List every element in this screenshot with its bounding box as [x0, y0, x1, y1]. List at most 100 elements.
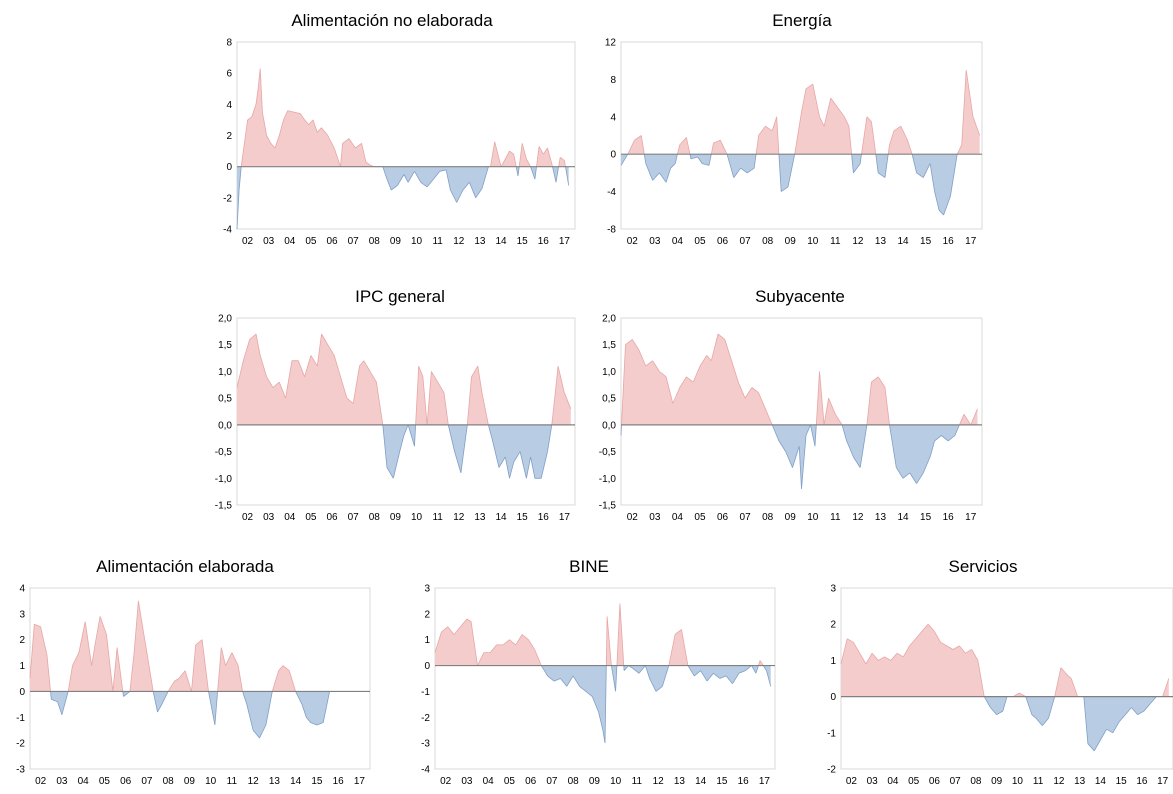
x-tick-label-bine: 15 [716, 776, 728, 787]
x-tick-label-energia: 10 [807, 236, 819, 247]
positive-area-ipc-general [237, 334, 571, 425]
positive-area-alimentacion-no-elaborada [241, 68, 566, 167]
positive-line-ipc-general [236, 333, 572, 425]
x-tick-label-bine: 11 [632, 776, 643, 787]
x-tick-label-alimentacion-no-elaborada: 10 [411, 236, 423, 247]
y-tick-label-alimentacion-elaborada: -2 [16, 739, 25, 750]
x-tick-label-alimentacion-no-elaborada: 06 [327, 236, 339, 247]
negative-line-energia [620, 153, 958, 216]
x-tick-label-bine: 12 [653, 776, 665, 787]
x-tick-label-servicios: 03 [867, 776, 879, 787]
y-tick-label-servicios: -2 [827, 765, 836, 776]
x-tick-label-bine: 14 [695, 776, 707, 787]
x-tick-label-ipc-general: 16 [538, 512, 550, 523]
chart-ipc-general: IPC general -1,5 -1,0 -0,5 0,0 0,5 1,0 1,5 2,0 02… [215, 287, 576, 523]
y-tick-label-servicios: 1 [830, 656, 836, 667]
negative-area-subyacente [621, 424, 960, 489]
x-tick-label-subyacente: 07 [740, 512, 752, 523]
x-tick-label-ipc-general: 08 [369, 512, 381, 523]
y-tick-label-ipc-general: 1,5 [218, 340, 232, 351]
x-tick-label-alimentacion-no-elaborada: 04 [284, 236, 296, 247]
x-tick-label-alimentacion-no-elaborada: 08 [369, 236, 381, 247]
y-tick-label-alimentacion-no-elaborada: 0 [226, 162, 232, 173]
x-tick-label-energia: 15 [920, 236, 932, 247]
y-tick-label-ipc-general: 0,0 [218, 420, 232, 431]
x-tick-label-alimentacion-elaborada: 13 [269, 776, 281, 787]
y-tick-label-energia: 8 [610, 75, 616, 86]
positive-area-subyacente [621, 334, 978, 425]
x-tick-label-servicios: 11 [1033, 776, 1044, 787]
negative-area-servicios [984, 696, 1157, 751]
plot-frame-energia [620, 41, 983, 230]
x-tick-label-alimentacion-no-elaborada: 05 [305, 236, 317, 247]
x-tick-label-ipc-general: 15 [517, 512, 529, 523]
x-tick-label-alimentacion-elaborada: 06 [120, 776, 132, 787]
x-tick-label-servicios: 05 [908, 776, 920, 787]
y-tick-label-alimentacion-no-elaborada: 2 [226, 131, 232, 142]
x-tick-label-alimentacion-elaborada: 09 [184, 776, 196, 787]
negative-line-alimentacion-no-elaborada [236, 166, 570, 230]
y-tick-label-bine: 2 [424, 609, 430, 620]
chart-title-alimentacion-elaborada: Alimentación elaborada [96, 557, 274, 576]
plot-frame-alimentacion-no-elaborada [236, 41, 576, 230]
y-tick-label-ipc-general: -1,5 [215, 501, 233, 512]
y-tick-label-bine: 0 [424, 661, 430, 672]
x-tick-label-energia: 11 [830, 236, 841, 247]
x-tick-label-ipc-general: 03 [263, 512, 275, 523]
negative-line-bine [540, 665, 772, 744]
x-tick-label-servicios: 15 [1116, 776, 1128, 787]
x-tick-label-subyacente: 14 [897, 512, 909, 523]
y-tick-label-ipc-general: 2,0 [218, 314, 232, 325]
positive-line-servicios [840, 623, 1170, 697]
x-tick-label-subyacente: 09 [785, 512, 797, 523]
y-tick-label-bine: 1 [424, 635, 430, 646]
positive-area-alimentacion-elaborada [30, 600, 366, 692]
x-tick-label-alimentacion-elaborada: 02 [35, 776, 47, 787]
x-tick-label-energia: 04 [672, 236, 684, 247]
x-tick-label-energia: 17 [965, 236, 977, 247]
x-tick-label-energia: 08 [762, 236, 774, 247]
x-tick-label-subyacente: 06 [717, 512, 729, 523]
y-tick-label-alimentacion-no-elaborada: 8 [226, 38, 232, 49]
y-tick-label-bine: -1 [421, 687, 430, 698]
x-tick-label-alimentacion-no-elaborada: 09 [390, 236, 402, 247]
x-tick-label-alimentacion-elaborada: 11 [227, 776, 238, 787]
y-tick-label-alimentacion-no-elaborada: -2 [223, 193, 232, 204]
x-tick-label-alimentacion-no-elaborada: 02 [242, 236, 254, 247]
positive-line-alimentacion-no-elaborada [240, 68, 566, 168]
x-tick-label-subyacente: 04 [672, 512, 684, 523]
x-tick-label-servicios: 06 [929, 776, 941, 787]
x-tick-label-servicios: 17 [1157, 776, 1169, 787]
x-tick-label-servicios: 02 [846, 776, 858, 787]
plot-frame-bine [434, 587, 776, 770]
x-tick-label-energia: 05 [694, 236, 706, 247]
positive-area-bine [435, 603, 764, 666]
y-tick-label-subyacente: 0,0 [602, 420, 616, 431]
x-tick-label-alimentacion-elaborada: 12 [248, 776, 260, 787]
x-tick-label-alimentacion-elaborada: 05 [99, 776, 111, 787]
x-tick-label-alimentacion-elaborada: 03 [56, 776, 68, 787]
x-tick-label-ipc-general: 06 [327, 512, 339, 523]
y-tick-label-energia: -4 [607, 187, 616, 198]
x-tick-label-ipc-general: 12 [453, 512, 465, 523]
x-tick-label-ipc-general: 07 [348, 512, 360, 523]
y-tick-label-subyacente: 1,0 [602, 367, 616, 378]
y-tick-label-ipc-general: 0,5 [218, 394, 232, 405]
x-tick-label-bine: 07 [546, 776, 558, 787]
x-tick-label-bine: 10 [610, 776, 622, 787]
negative-area-ipc-general [382, 424, 552, 479]
chart-title-alimentacion-no-elaborada: Alimentación no elaborada [291, 11, 493, 30]
y-tick-label-alimentacion-elaborada: -3 [16, 765, 25, 776]
x-tick-label-alimentacion-no-elaborada: 14 [496, 236, 508, 247]
x-tick-label-alimentacion-no-elaborada: 16 [538, 236, 550, 247]
x-tick-label-subyacente: 08 [762, 512, 774, 523]
chart-title-servicios: Servicios [949, 557, 1018, 576]
negative-area-bine [541, 665, 771, 744]
x-tick-label-energia: 12 [852, 236, 864, 247]
x-tick-label-servicios: 10 [1012, 776, 1024, 787]
x-tick-label-alimentacion-elaborada: 15 [311, 776, 323, 787]
x-tick-label-bine: 08 [568, 776, 580, 787]
